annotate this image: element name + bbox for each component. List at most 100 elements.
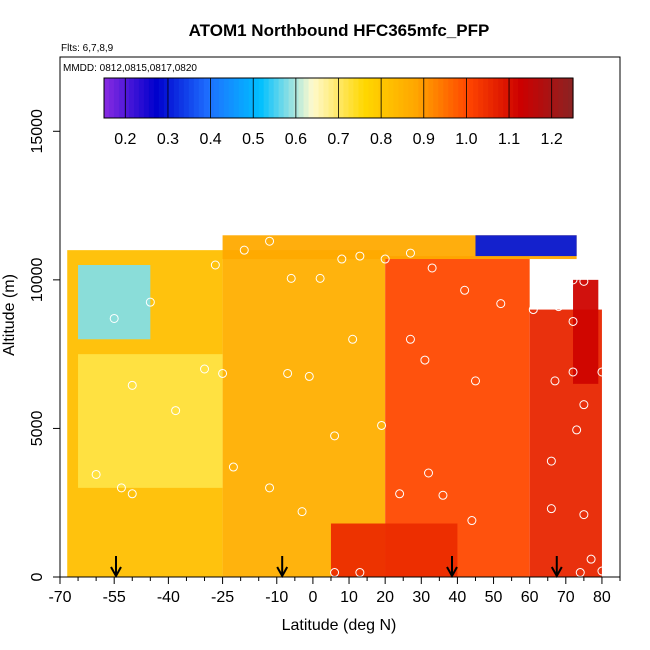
x-tick-label: 30 [412, 589, 430, 606]
colorbar-cell [168, 78, 175, 118]
y-tick-label: 10000 [29, 258, 46, 303]
colorbar: 0.2 0.3 0.4 0.5 0.6 0.7 0.8 0.9 1.0 1.1 1.2 [103, 77, 574, 148]
colorbar-cell [488, 78, 494, 118]
y-tick-label: 5000 [29, 411, 46, 447]
x-tick-label: 80 [593, 589, 611, 606]
colorbar-tick-label: 0.6 [285, 131, 307, 148]
colorbar-cell [348, 78, 355, 118]
colorbar-cell [198, 78, 205, 118]
sample-point [109, 313, 119, 323]
colorbar-cell [403, 78, 409, 118]
colorbar-cell [368, 78, 375, 118]
colorbar-cell [423, 78, 429, 118]
flights-label: Flts: 6,7,8,9 [61, 43, 114, 54]
y-tick-label: 15000 [29, 109, 46, 154]
colorbar-cell [388, 78, 394, 118]
colorbar-cell [163, 78, 170, 118]
x-tick-label: -25 [211, 589, 234, 606]
colorbar-cell [258, 78, 265, 118]
colorbar-cell [153, 78, 160, 118]
colorbar-cell [513, 78, 519, 118]
colorbar-tick-label: 1.2 [541, 131, 563, 148]
arrow-marker [276, 556, 289, 579]
sample-point [546, 456, 556, 466]
colorbar-cell [104, 78, 110, 118]
colorbar-cell [238, 78, 245, 118]
colorbar-cell [303, 78, 310, 118]
colorbar-cell [273, 78, 280, 118]
colorbar-cell [358, 78, 365, 118]
x-tick-label: -55 [103, 589, 126, 606]
sample-point [579, 400, 589, 410]
colorbar-cell [253, 78, 260, 118]
sample-point [424, 468, 434, 478]
field-zone [573, 279, 599, 384]
field-zone [78, 354, 223, 488]
colorbar-cell [563, 78, 569, 118]
sample-point [377, 420, 387, 430]
sample-point [546, 504, 556, 514]
colorbar-cell [568, 78, 574, 118]
sample-point [427, 263, 437, 273]
colorbar-cell [278, 78, 285, 118]
x-tick-label: 50 [485, 589, 503, 606]
colorbar-cell [373, 78, 380, 118]
sample-point [597, 566, 607, 576]
sample-point [528, 305, 538, 315]
colorbar-cell [283, 78, 290, 118]
colorbar-tick-label: 0.5 [242, 131, 264, 148]
chart-title: ATOM1 Northbound HFC365mfc_PFP [189, 21, 490, 40]
sample-point [265, 483, 275, 493]
colorbar-cell [548, 78, 554, 118]
colorbar-cell [268, 78, 275, 118]
colorbar-cell [448, 78, 454, 118]
sample-point [171, 406, 181, 416]
field-zone [330, 523, 458, 577]
colorbar-tick-label: 0.8 [370, 131, 392, 148]
colorbar-cell [313, 78, 320, 118]
sample-point [304, 371, 314, 381]
y-tick-label: 0 [29, 572, 46, 581]
sample-point [355, 251, 365, 261]
arrow-marker [446, 556, 458, 579]
colorbar-cell [398, 78, 404, 118]
colorbar-cell [413, 78, 419, 118]
colorbar-cell [473, 78, 479, 118]
colorbar-cell [338, 78, 345, 118]
sample-point [395, 489, 405, 499]
colorbar-cell [248, 78, 255, 118]
sample-point [91, 469, 101, 479]
sample-point [460, 285, 470, 295]
x-tick-label: 40 [449, 589, 467, 606]
colorbar-cell [363, 78, 370, 118]
sample-point [228, 462, 238, 472]
colorbar-cell [538, 78, 544, 118]
sample-point [572, 425, 582, 435]
y-axis: 0 5000 10000 15000 [29, 109, 60, 581]
sample-point [200, 364, 210, 374]
x-tick-label: 10 [340, 589, 358, 606]
sample-point [286, 273, 296, 283]
colorbar-cell [408, 78, 414, 118]
colorbar-cell [323, 78, 330, 118]
colorbar-cell [128, 78, 135, 118]
colorbar-cell [203, 78, 210, 118]
colorbar-cell [493, 78, 499, 118]
sample-point [496, 299, 506, 309]
sample-point [568, 275, 578, 285]
sample-point [467, 516, 477, 526]
colorbar-cell [478, 78, 484, 118]
heatmap-field [67, 235, 602, 577]
colorbar-cell [328, 78, 335, 118]
x-tick-label: 60 [521, 589, 539, 606]
sample-point [586, 554, 596, 564]
sample-point [218, 368, 228, 378]
field-zone [475, 235, 577, 257]
colorbar-cell [183, 78, 190, 118]
colorbar-cell [433, 78, 439, 118]
sample-point [116, 483, 126, 493]
sample-point [283, 368, 293, 378]
sample-point [380, 254, 390, 264]
x-tick-label: -10 [265, 589, 288, 606]
